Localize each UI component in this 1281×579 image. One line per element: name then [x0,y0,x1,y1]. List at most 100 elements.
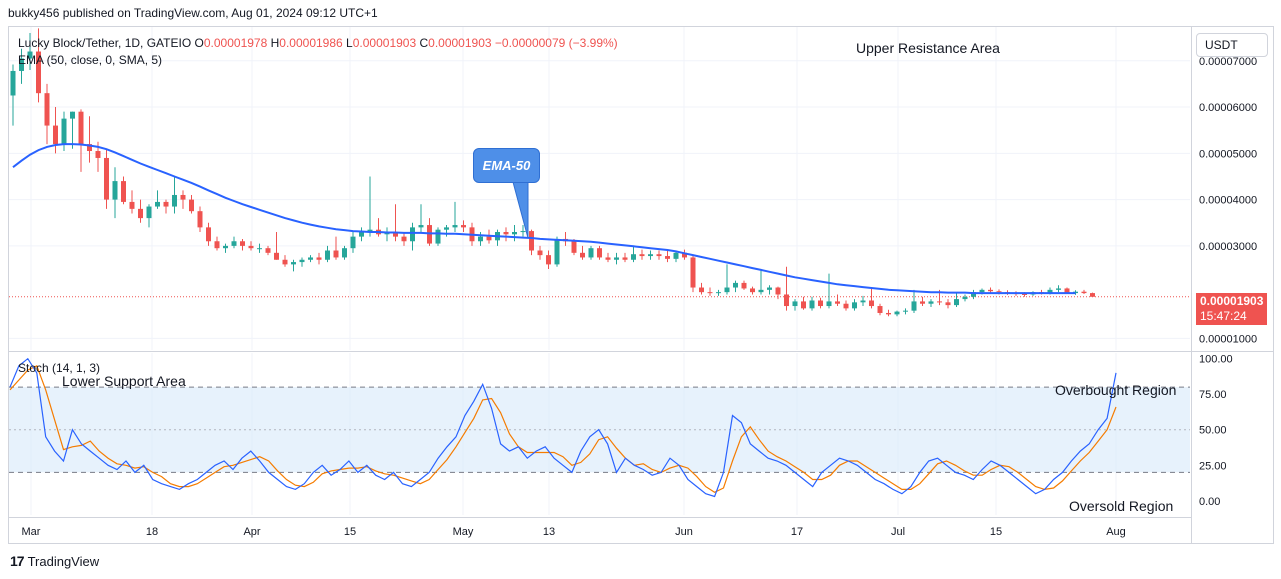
candle-body [554,238,560,265]
overbought-label: Overbought Region [1055,382,1177,398]
candle-body [223,245,228,249]
bar-countdown: 15:47:24 [1200,309,1247,323]
ema-50-line [12,143,1076,295]
last-price: 0.00001903 [1200,294,1264,308]
stoch-tick-label: 50.00 [1199,425,1227,437]
candle-body [146,206,152,219]
tradingview-logo-icon: 17 [10,553,25,569]
candle-body [529,231,534,251]
candle-body [36,51,41,94]
candle-body [988,289,993,292]
high-label: H [270,36,280,50]
candle-body [682,252,687,258]
candle-body [580,252,585,258]
candle-body [95,151,101,158]
candle-body [121,181,126,202]
candle-body [801,301,806,309]
footer-brand[interactable]: 17 TradingView [10,553,99,569]
candle-body [172,194,177,207]
candle-body [240,241,245,246]
candle-body [665,256,670,259]
candle-body [350,236,356,249]
candle-body [308,257,313,260]
candle-body [410,227,415,242]
candle-body [1064,288,1070,294]
change-value: −0.00000079 (−3.99%) [494,36,618,50]
currency-selector[interactable]: USDT [1196,33,1268,57]
candle-body [214,241,220,249]
time-tick-label: 15 [990,526,1002,538]
candle-body [418,225,424,228]
time-tick-label: May [453,526,474,538]
oversold-label: Oversold Region [1069,498,1174,514]
last-price-label: 0.00001903 15:47:24 [1196,293,1267,325]
candle-body [87,144,92,152]
upper-resistance-label: Upper Resistance Area [856,40,1000,56]
candle-body [911,301,917,311]
candle-body [274,252,279,260]
stoch-tick-label: 0.00 [1199,496,1220,508]
stoch-tick-label: 75.00 [1199,389,1227,401]
candle-body [537,250,543,256]
candle-body [520,231,526,233]
candle-body [1022,294,1027,296]
low-label: L [346,36,353,50]
price-tick-label: 0.00004000 [1199,195,1257,207]
time-tick-label: 13 [543,526,555,538]
candle-body [512,231,517,235]
candle-body [163,201,169,207]
candle-body [70,111,75,119]
candle-body [78,111,84,145]
time-tick-label: Jun [675,526,693,538]
candle-body [19,58,24,71]
candle-body [886,312,891,315]
symbol-name: Lucky Block/Tether, 1D, GATEIO [18,36,192,50]
candle-body [257,248,262,250]
candle-body [248,245,254,249]
candle-body [486,236,492,241]
candle-body [27,51,33,59]
candle-body [1081,291,1087,294]
candle-body [325,250,330,260]
price-tick-label: 0.00006000 [1199,102,1257,114]
candle-body [750,288,755,293]
candle-body [444,227,449,230]
lower-support-label: Lower Support Area [62,373,186,389]
candle-body [104,157,109,200]
ema-legend[interactable]: EMA (50, close, 0, SMA, 5) [18,53,163,67]
candle-body [937,301,942,303]
candle-body [792,301,798,307]
stoch-legend[interactable]: Stoch (14, 1, 3) [18,361,101,375]
candle-body [206,227,211,242]
ema-callout: EMA-50 [473,148,540,183]
low-value: 0.00001903 [352,36,417,50]
candle-body [597,248,602,258]
candle-body [367,229,373,232]
candle-body [758,289,764,293]
candle-body [843,303,849,309]
candle-body [359,231,364,237]
publisher-line: bukky456 published on TradingView.com, A… [8,6,378,20]
price-tick-label: 0.00003000 [1199,241,1257,253]
candle-body [1090,293,1095,297]
candle-body [231,241,237,246]
candle-body [571,241,577,253]
stoch-tick-label: 25.00 [1199,460,1227,472]
time-tick-label: 18 [146,526,158,538]
high-value: 0.00001986 [279,36,343,50]
candle-body [818,300,823,307]
stoch-tick-label: 100.00 [1199,354,1233,366]
candle-body [138,208,143,219]
candle-body [775,287,781,295]
candle-body [401,236,407,242]
close-label: C [419,36,429,50]
candle-body [826,301,832,307]
candle-body [724,287,730,293]
candle-body [979,289,985,293]
candle-body [716,292,721,294]
candle-body [699,287,704,293]
close-value: 0.00001903 [428,36,492,50]
time-tick-label: Apr [243,526,260,538]
candle-body [631,254,636,260]
